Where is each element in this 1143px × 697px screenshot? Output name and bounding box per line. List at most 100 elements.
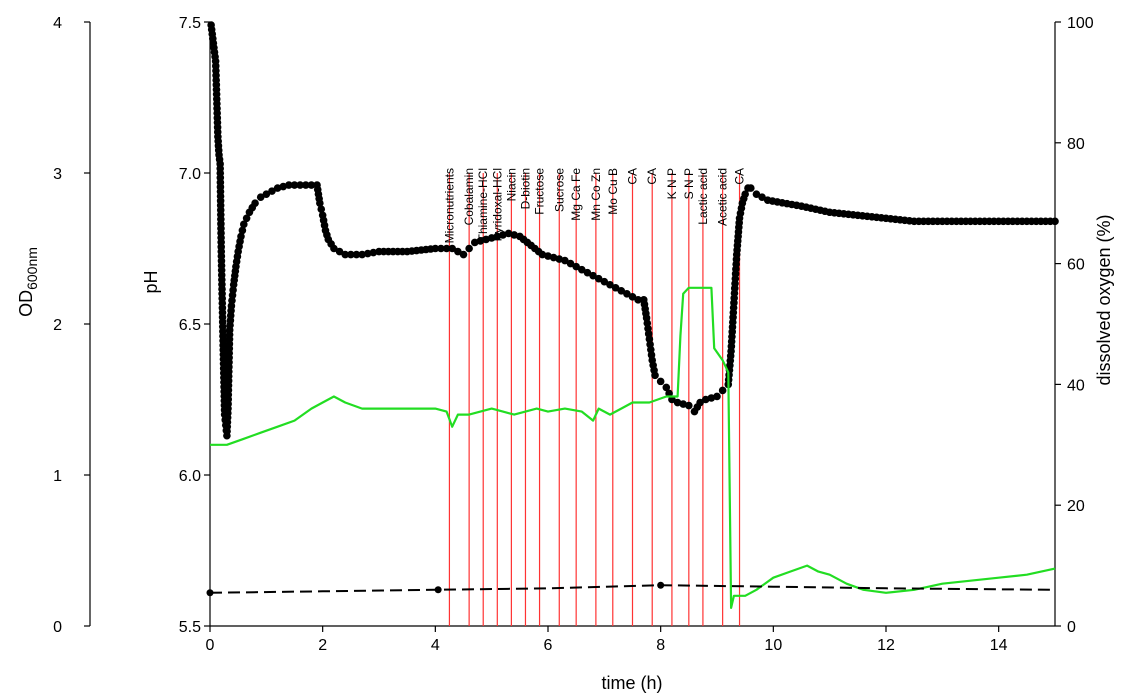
ph-point bbox=[442, 244, 451, 253]
ph-point bbox=[316, 199, 324, 207]
od-tick-label: 4 bbox=[53, 15, 62, 32]
do-axis-title: dissolved oxygen (%) bbox=[1094, 214, 1114, 385]
ph-point bbox=[459, 250, 468, 259]
do-tick-label: 60 bbox=[1067, 257, 1085, 274]
od-axis-title-sub: 600nm bbox=[24, 247, 40, 290]
ph-point bbox=[251, 199, 259, 207]
ph-tick-label: 5.5 bbox=[179, 619, 201, 636]
ph-point bbox=[662, 383, 671, 392]
ph-point bbox=[747, 184, 755, 192]
ph-point bbox=[256, 193, 265, 201]
ph-point bbox=[606, 280, 614, 289]
event-label: Micronutrients bbox=[442, 168, 456, 243]
ph-point bbox=[358, 250, 366, 259]
event-label: Acetic acid bbox=[716, 168, 730, 226]
ph-point bbox=[634, 296, 642, 304]
ph-point bbox=[718, 386, 727, 395]
dissolved-oxygen-line bbox=[210, 286, 1056, 609]
ph-point bbox=[335, 247, 344, 256]
x-tick-label: 10 bbox=[764, 637, 782, 654]
od-tick-label: 1 bbox=[53, 468, 62, 485]
ph-point bbox=[665, 389, 673, 398]
ph-point bbox=[352, 250, 361, 259]
ph-point bbox=[566, 259, 575, 268]
ph-point bbox=[237, 232, 245, 241]
series-layer bbox=[206, 21, 1059, 609]
event-label: Lactic acid bbox=[696, 168, 710, 225]
event-label: K N P bbox=[665, 168, 679, 199]
x-tick-label: 4 bbox=[431, 637, 440, 654]
ph-point bbox=[741, 190, 749, 198]
od-tick-label: 2 bbox=[53, 317, 62, 334]
ph-point bbox=[296, 181, 304, 189]
ph-point bbox=[317, 205, 326, 214]
event-label: Fructose bbox=[533, 168, 547, 215]
ph-point bbox=[594, 274, 603, 283]
ph-point bbox=[238, 226, 247, 235]
ph-point bbox=[454, 247, 462, 256]
ph-tick-label: 6.5 bbox=[179, 317, 201, 334]
event-label: CA bbox=[733, 168, 747, 185]
ph-point bbox=[242, 214, 251, 223]
od-axis-title: OD600nm bbox=[16, 247, 40, 317]
ph-point bbox=[696, 398, 704, 407]
x-tick-label: 8 bbox=[656, 637, 665, 654]
x-tick-label: 6 bbox=[544, 637, 553, 654]
ph-tick-label: 7.5 bbox=[179, 15, 201, 32]
ph-point bbox=[307, 181, 316, 189]
ph-point bbox=[656, 377, 665, 386]
ph-point bbox=[628, 293, 637, 301]
event-label: Cobalamin bbox=[462, 168, 476, 225]
do-tick-label: 40 bbox=[1067, 377, 1085, 394]
ph-tick-label: 6.0 bbox=[179, 468, 201, 485]
axes: 0 2 4 6 8 10 12 145.56.06.57.07.501234020406080… bbox=[53, 15, 1094, 654]
event-label: CA bbox=[626, 168, 640, 185]
x-tick-label: 0 bbox=[206, 637, 215, 654]
event-label: S N P bbox=[682, 168, 696, 199]
event-label: Sucrose bbox=[552, 168, 566, 212]
event-label: Thiamine-HCl bbox=[476, 168, 490, 241]
event-label: Mo Cu B bbox=[606, 168, 620, 215]
event-markers: Micronutrients Cobalamin Thiamine-HCl Pyrid… bbox=[442, 168, 747, 626]
ph-point bbox=[465, 244, 473, 253]
ph-point bbox=[752, 190, 761, 198]
plot-area bbox=[89, 22, 1056, 627]
event-label: Mn Co Zn bbox=[589, 168, 603, 221]
od-marker bbox=[434, 586, 442, 594]
ph-point bbox=[651, 371, 659, 380]
od-marker bbox=[657, 581, 665, 589]
ph-point bbox=[685, 401, 693, 410]
ph-axis-title: pH bbox=[141, 270, 161, 293]
ph-point bbox=[437, 244, 445, 253]
ph-point bbox=[583, 268, 592, 277]
ph-point bbox=[758, 193, 766, 201]
ph-point bbox=[285, 181, 293, 189]
ph-tick-label: 7.0 bbox=[179, 166, 201, 183]
ph-point bbox=[262, 190, 271, 198]
event-label: D-biotin bbox=[518, 168, 532, 209]
od-tick-label: 3 bbox=[53, 166, 62, 183]
do-tick-label: 80 bbox=[1067, 136, 1085, 153]
ph-point bbox=[589, 271, 597, 280]
od-line bbox=[209, 584, 1056, 594]
ph-point bbox=[341, 250, 350, 259]
ph-point bbox=[448, 244, 457, 253]
ph-point bbox=[617, 286, 626, 295]
do-tick-label: 100 bbox=[1067, 15, 1094, 32]
ph-point bbox=[431, 244, 440, 253]
x-tick-label: 2 bbox=[318, 637, 327, 654]
ph-point bbox=[369, 248, 378, 257]
ph-point bbox=[290, 181, 299, 189]
ph-point bbox=[713, 392, 721, 401]
x-tick-label: 14 bbox=[990, 637, 1008, 654]
ph-point bbox=[600, 277, 609, 286]
event-label: Pyridoxal-HCl bbox=[490, 168, 504, 241]
do-tick-label: 0 bbox=[1067, 619, 1076, 636]
ph-point bbox=[611, 283, 620, 292]
event-label: CA bbox=[645, 168, 659, 185]
event-label: Mg Ca Fe bbox=[569, 168, 583, 221]
x-axis-title: time (h) bbox=[601, 673, 662, 693]
ph-point bbox=[363, 249, 372, 258]
ph-point bbox=[578, 265, 586, 274]
